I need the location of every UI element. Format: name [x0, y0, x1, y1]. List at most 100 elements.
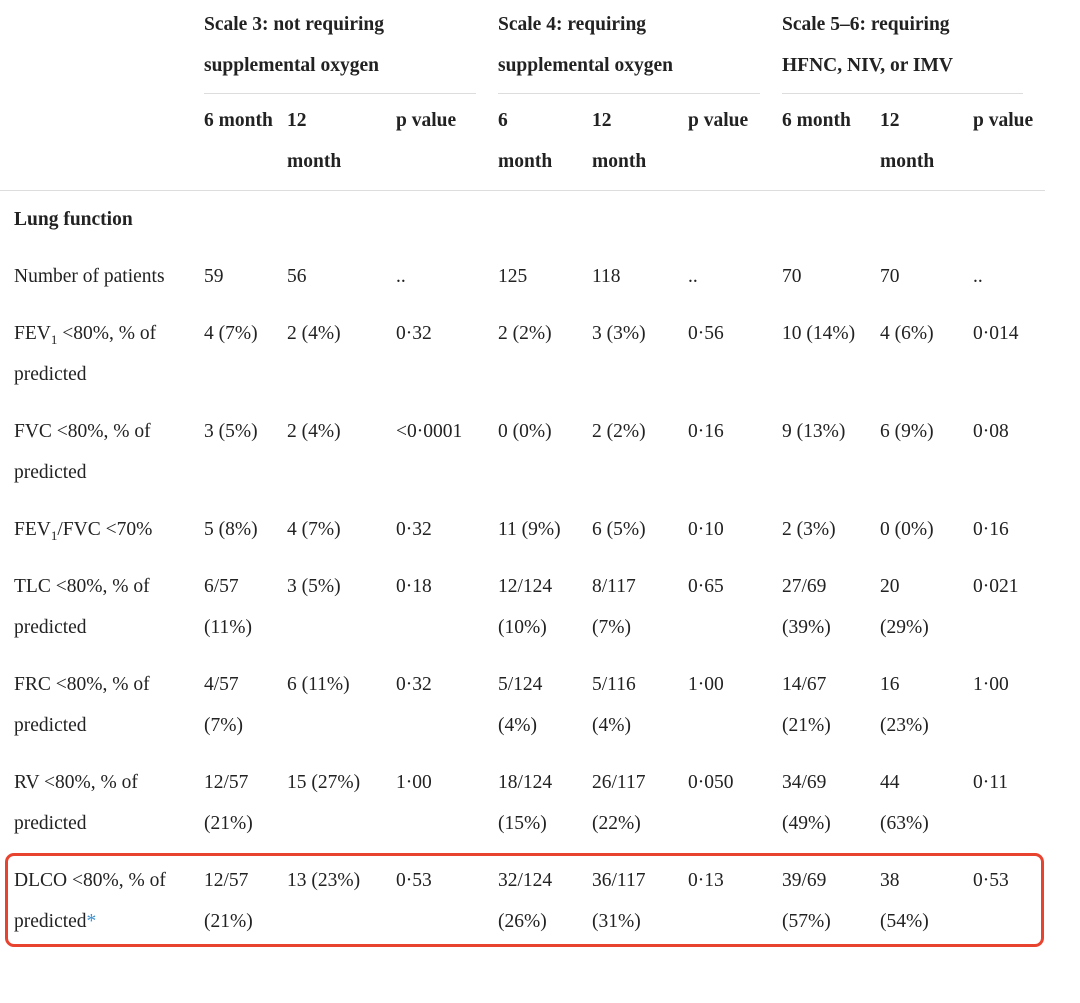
table-cell: 2 (3%) [782, 519, 836, 540]
corner [0, 94, 204, 191]
table-cell: 2 (2%) [592, 421, 646, 442]
table-cell: 0·021 [973, 576, 1019, 597]
table-cell: 4 (6%) [880, 323, 934, 344]
table-cell: 2 (2%) [498, 323, 552, 344]
table-cell: 0·18 [396, 576, 432, 597]
table-cell: 0·050 [688, 772, 734, 793]
table-cell: 15 (27%) [287, 772, 361, 793]
highlight-box [5, 853, 1044, 947]
table-cell: 5 (8%) [204, 519, 258, 540]
table-cell: 0·56 [688, 323, 724, 344]
label-text: FRC <80%, % of predicted [14, 674, 150, 736]
sub-header-text: 12 month [880, 110, 935, 172]
table-cell: 12/124 (10%) [498, 576, 553, 638]
sub-header-text: 6 month [782, 110, 851, 131]
table-cell: 1·00 [688, 674, 724, 695]
sub-header: 6 month [782, 94, 880, 191]
table-cell: 6 (11%) [287, 674, 350, 695]
sub-header: 6 month [498, 94, 592, 191]
table-cell: 10 (14%) [782, 323, 856, 344]
table-cell: 125 [498, 266, 528, 287]
table-cell: .. [688, 266, 698, 287]
row-label: FRC <80%, % of predicted [0, 656, 204, 754]
table-cell: 0·32 [396, 674, 432, 695]
table-cell: 36/117 (31%) [592, 870, 646, 932]
group-header: Scale 5–6: requiring HFNC, NIV, or IMV [782, 0, 1045, 94]
table-cell: 1·00 [396, 772, 432, 793]
sub-header-text: p value [973, 110, 1034, 131]
table-cell: 11 (9%) [498, 519, 561, 540]
table-cell: 4/57 (7%) [204, 674, 243, 736]
table-cell: 0·32 [396, 323, 432, 344]
table-cell: 70 [880, 266, 900, 287]
row-label: FEV1/FVC <70% [0, 501, 204, 558]
group-header-row: Scale 3: not requiring supplemental oxyg… [0, 0, 1045, 94]
group-header-text: Scale 5–6: requiring HFNC, NIV, or IMV [782, 4, 1023, 94]
table-cell: 0·11 [973, 772, 1009, 793]
subscript: 1 [50, 331, 58, 347]
label-text: FEV [14, 519, 51, 540]
table-cell: 0·16 [688, 421, 724, 442]
table-cell: 13 (23%) [287, 870, 361, 891]
table-cell: 0·16 [973, 519, 1009, 540]
table-cell: 6 (9%) [880, 421, 934, 442]
table-cell: 0·10 [688, 519, 724, 540]
table-cell: 0·53 [973, 870, 1009, 891]
label-text: FEV [14, 323, 51, 344]
data-table: Scale 3: not requiring supplemental oxyg… [0, 0, 1045, 932]
table-cell: 32/124 (26%) [498, 870, 553, 932]
row-label: RV <80%, % of predicted [0, 754, 204, 852]
row-label: TLC <80%, % of predicted [0, 558, 204, 656]
sub-header-text: 6 month [498, 110, 553, 172]
table-cell: 70 [782, 266, 802, 287]
sub-header-text: 6 month [204, 110, 273, 131]
table-cell: 4 (7%) [204, 323, 258, 344]
table-cell: 8/117 (7%) [592, 576, 636, 638]
table-cell: 4 (7%) [287, 519, 341, 540]
table-row: FEV1 <80%, % of predicted 4 (7%) 2 (4%) 0·3… [0, 305, 1045, 403]
label-text: DLCO <80%, % of predicted [14, 870, 166, 932]
table-cell: 0·014 [973, 323, 1019, 344]
label-text: TLC <80%, % of predicted [14, 576, 150, 638]
table-cell: 12/57 (21%) [204, 772, 253, 834]
table-cell: <0·0001 [396, 421, 463, 442]
table-cell: 9 (13%) [782, 421, 846, 442]
table-cell: 0 (0%) [498, 421, 552, 442]
label-text: Number of patients [14, 266, 165, 287]
subscript: 1 [50, 527, 58, 543]
sub-header-text: 12 month [592, 110, 647, 172]
table-cell: 118 [592, 266, 621, 287]
sub-header-text: 12 month [287, 110, 342, 172]
sub-header: p value [688, 94, 782, 191]
table-cell: .. [973, 266, 983, 287]
table-cell: 16 (23%) [880, 674, 929, 736]
table-cell: 14/67 (21%) [782, 674, 831, 736]
group-header: Scale 4: requiring supplemental oxygen [498, 0, 782, 94]
table-row: FEV1/FVC <70% 5 (8%) 4 (7%) 0·32 11 (9%) 6 (5… [0, 501, 1045, 558]
sub-header: 12 month [592, 94, 688, 191]
section-title: Lung function [14, 209, 133, 230]
table-cell: 6 (5%) [592, 519, 646, 540]
row-label: FEV1 <80%, % of predicted [0, 305, 204, 403]
sub-header-row: 6 month 12 month p value 6 month 12 month p v… [0, 94, 1045, 191]
table-cell: 5/116 (4%) [592, 674, 636, 736]
footnote-marker: * [86, 911, 97, 932]
sub-header-text: p value [688, 110, 749, 131]
table-cell: 3 (5%) [287, 576, 341, 597]
group-header-text: Scale 3: not requiring supplemental oxyg… [204, 4, 476, 94]
table-cell: 18/124 (15%) [498, 772, 553, 834]
table-cell: 0·13 [688, 870, 724, 891]
table-cell: 5/124 (4%) [498, 674, 543, 736]
table-cell: 27/69 (39%) [782, 576, 831, 638]
sub-header: 12 month [880, 94, 973, 191]
table-cell: 44 (63%) [880, 772, 929, 834]
table-cell: 0·08 [973, 421, 1009, 442]
label-text: <80%, % of predicted [14, 323, 157, 385]
group-header: Scale 3: not requiring supplemental oxyg… [204, 0, 498, 94]
table-cell: 1·00 [973, 674, 1009, 695]
section-row: Lung function [0, 191, 1045, 249]
table-cell: .. [396, 266, 406, 287]
table-cell: 56 [287, 266, 307, 287]
sub-header: p value [973, 94, 1045, 191]
